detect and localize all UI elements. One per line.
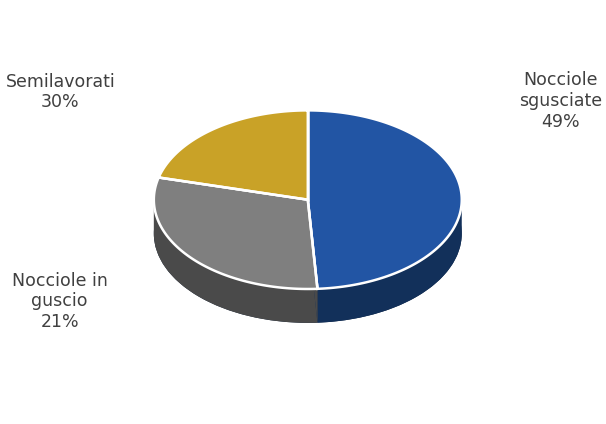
Text: Nocciole
sgusciate
49%: Nocciole sgusciate 49% (519, 71, 602, 131)
Polygon shape (308, 110, 462, 289)
Polygon shape (318, 201, 462, 323)
Polygon shape (159, 110, 308, 200)
Polygon shape (154, 178, 318, 289)
Polygon shape (308, 200, 318, 323)
Polygon shape (154, 200, 318, 323)
Polygon shape (308, 200, 318, 323)
Text: Nocciole in
guscio
21%: Nocciole in guscio 21% (12, 271, 108, 331)
Text: Semilavorati
30%: Semilavorati 30% (5, 73, 115, 112)
Ellipse shape (154, 144, 462, 323)
